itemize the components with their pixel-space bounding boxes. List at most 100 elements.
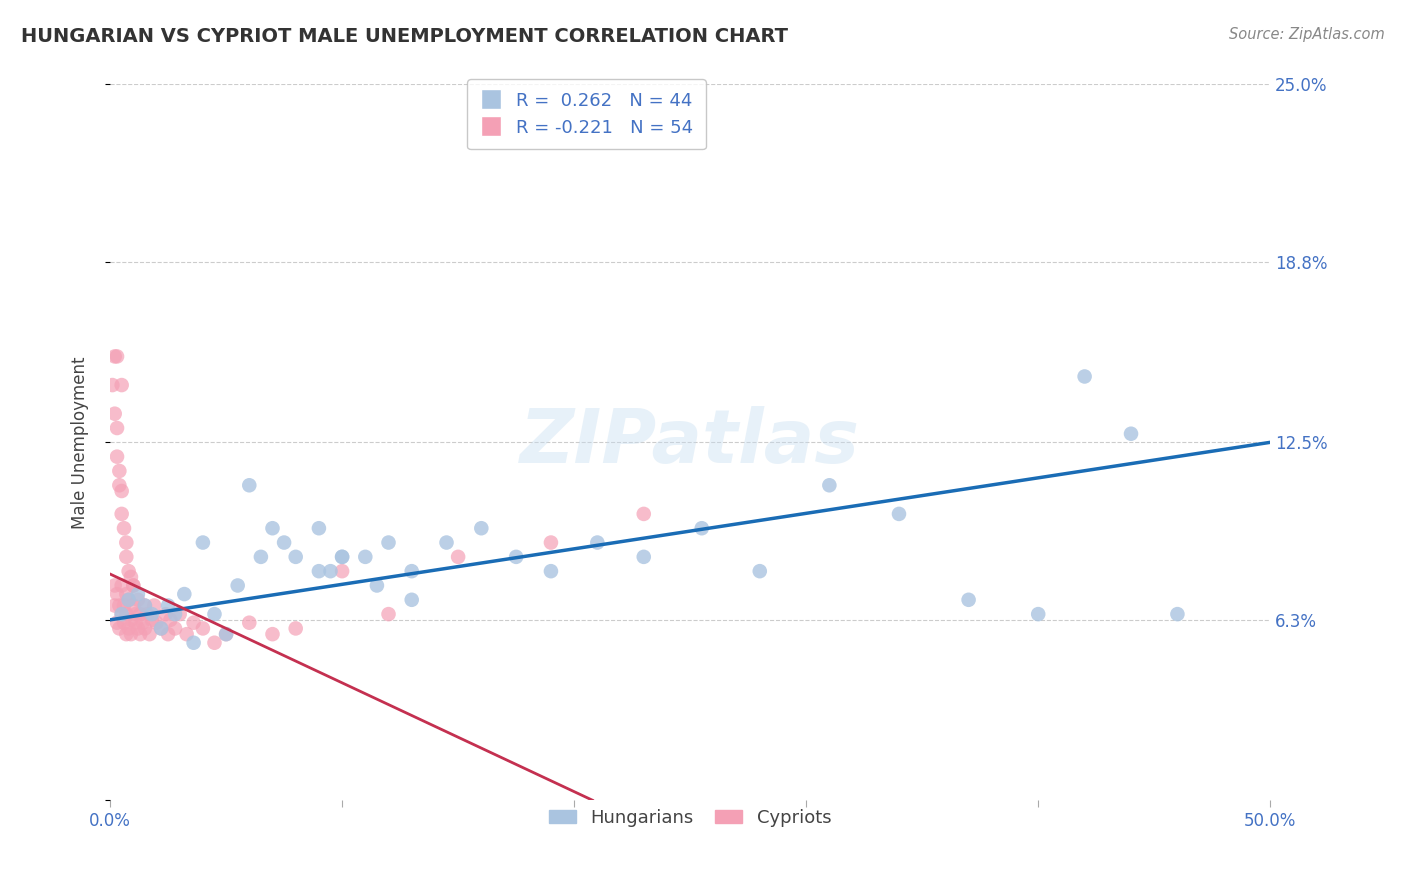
Point [136,607,159,621]
Point [183,615,205,630]
Point [308,521,330,535]
Text: HUNGARIAN VS CYPRIOT MALE UNEMPLOYMENT CORRELATION CHART: HUNGARIAN VS CYPRIOT MALE UNEMPLOYMENT C… [21,27,789,45]
Point [122,599,145,613]
Point [141,613,163,627]
Point [262,627,284,641]
Point [127,622,149,636]
Point [124,615,146,630]
Point [401,592,423,607]
Point [238,615,260,630]
Point [111,607,134,621]
Point [115,627,138,641]
Point [120,627,142,641]
Point [120,570,142,584]
Point [127,587,149,601]
Point [173,587,195,601]
Point [112,521,135,535]
Point [586,535,609,549]
Point [115,549,138,564]
Point [163,622,186,636]
Point [104,407,127,421]
Point [887,507,910,521]
Point [129,627,152,641]
Point [540,535,562,549]
Point [238,478,260,492]
Point [284,622,307,636]
Point [377,535,399,549]
Point [1119,426,1142,441]
Point [1166,607,1188,621]
Point [120,613,142,627]
Point [191,535,214,549]
Point [1073,369,1095,384]
Point [105,421,128,435]
Point [250,549,273,564]
Point [354,549,377,564]
Point [163,607,186,621]
Point [115,607,138,621]
Point [204,607,226,621]
Point [633,549,655,564]
Point [226,578,249,592]
Point [470,521,492,535]
Point [108,464,131,478]
Point [436,535,458,549]
Point [117,592,139,607]
Point [117,592,139,607]
Point [134,622,156,636]
Point [505,549,527,564]
Point [122,578,145,592]
Text: ZIPatlas: ZIPatlas [520,406,860,479]
Point [104,599,127,613]
Legend: Hungarians, Cypriots: Hungarians, Cypriots [541,802,839,834]
Point [111,378,134,392]
Point [366,578,388,592]
Point [191,622,214,636]
Point [159,613,181,627]
Point [101,378,124,392]
Point [401,564,423,578]
Point [540,564,562,578]
Point [262,521,284,535]
Point [447,549,470,564]
Point [150,622,173,636]
Point [124,607,146,621]
Point [134,599,156,613]
Point [143,599,166,613]
Point [141,607,163,621]
Point [145,615,167,630]
Point [111,483,134,498]
Point [108,599,131,613]
Point [176,627,198,641]
Point [377,607,399,621]
Point [204,636,226,650]
Point [108,622,131,636]
Point [111,578,134,592]
Point [127,592,149,607]
Point [105,615,128,630]
Point [690,521,713,535]
Point [104,578,127,592]
Point [105,450,128,464]
Y-axis label: Male Unemployment: Male Unemployment [72,356,89,529]
Point [155,607,177,621]
Point [117,622,139,636]
Point [957,592,980,607]
Point [1026,607,1049,621]
Point [633,507,655,521]
Point [112,615,135,630]
Point [215,627,238,641]
Point [330,549,353,564]
Point [138,627,160,641]
Point [319,564,342,578]
Point [108,478,131,492]
Point [129,607,152,621]
Point [818,478,841,492]
Point [105,587,128,601]
Point [131,615,153,630]
Point [284,549,307,564]
Point [330,564,353,578]
Point [273,535,295,549]
Text: Source: ZipAtlas.com: Source: ZipAtlas.com [1229,27,1385,42]
Point [330,549,353,564]
